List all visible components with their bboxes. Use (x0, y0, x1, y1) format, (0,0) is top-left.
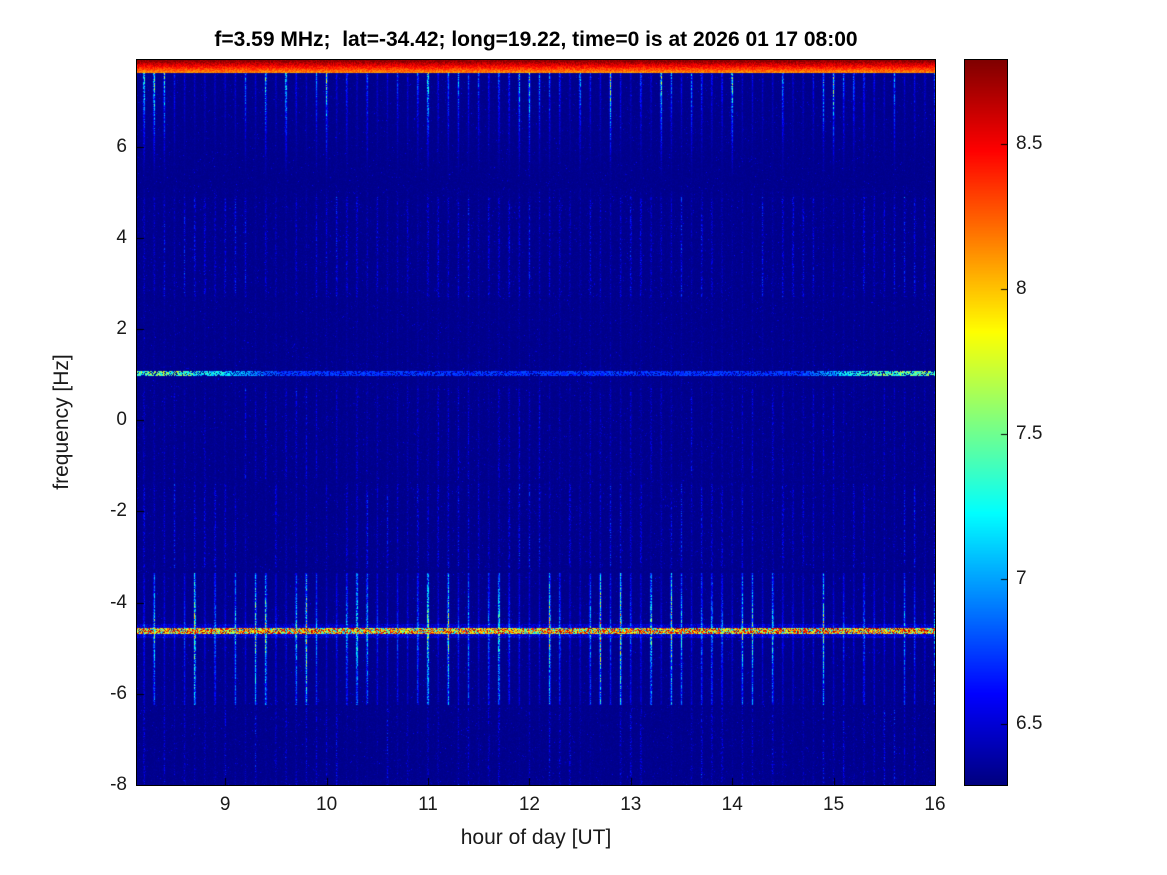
y-tick-label: 0 (116, 409, 127, 431)
y-tick-label: -8 (110, 774, 127, 795)
colorbar-tick-label: 8 (1016, 278, 1027, 300)
chart-title: f=3.59 MHz; lat=-34.42; long=19.22, time… (214, 28, 858, 51)
y-tick-label: -2 (110, 500, 127, 522)
heatmap-image (137, 60, 935, 785)
x-axis-label: hour of day [UT] (460, 826, 612, 849)
plot-area (136, 59, 936, 786)
x-tick-label: 16 (924, 794, 946, 815)
x-tick-label: 12 (518, 794, 540, 815)
x-tick-label: 13 (620, 794, 642, 815)
x-tick-label: 15 (823, 794, 845, 815)
colorbar-tick-label: 8.5 (1016, 133, 1043, 155)
y-tick-label: -6 (110, 682, 127, 704)
colorbar-tick-label: 7 (1016, 568, 1027, 590)
x-tick-label: 14 (721, 794, 743, 815)
x-tick-label: 9 (219, 794, 231, 815)
colorbar-tick-label: 6.5 (1016, 713, 1043, 735)
x-tick-label: 11 (418, 794, 438, 815)
x-tick-label: 10 (316, 794, 338, 815)
y-tick-label: -4 (110, 591, 127, 613)
y-tick-label: 4 (116, 226, 127, 248)
colorbar (964, 59, 1008, 786)
colorbar-gradient (965, 60, 1007, 785)
colorbar-tick-label: 7.5 (1016, 423, 1043, 445)
y-tick-label: 6 (116, 135, 127, 157)
y-tick-label: 2 (116, 318, 127, 340)
